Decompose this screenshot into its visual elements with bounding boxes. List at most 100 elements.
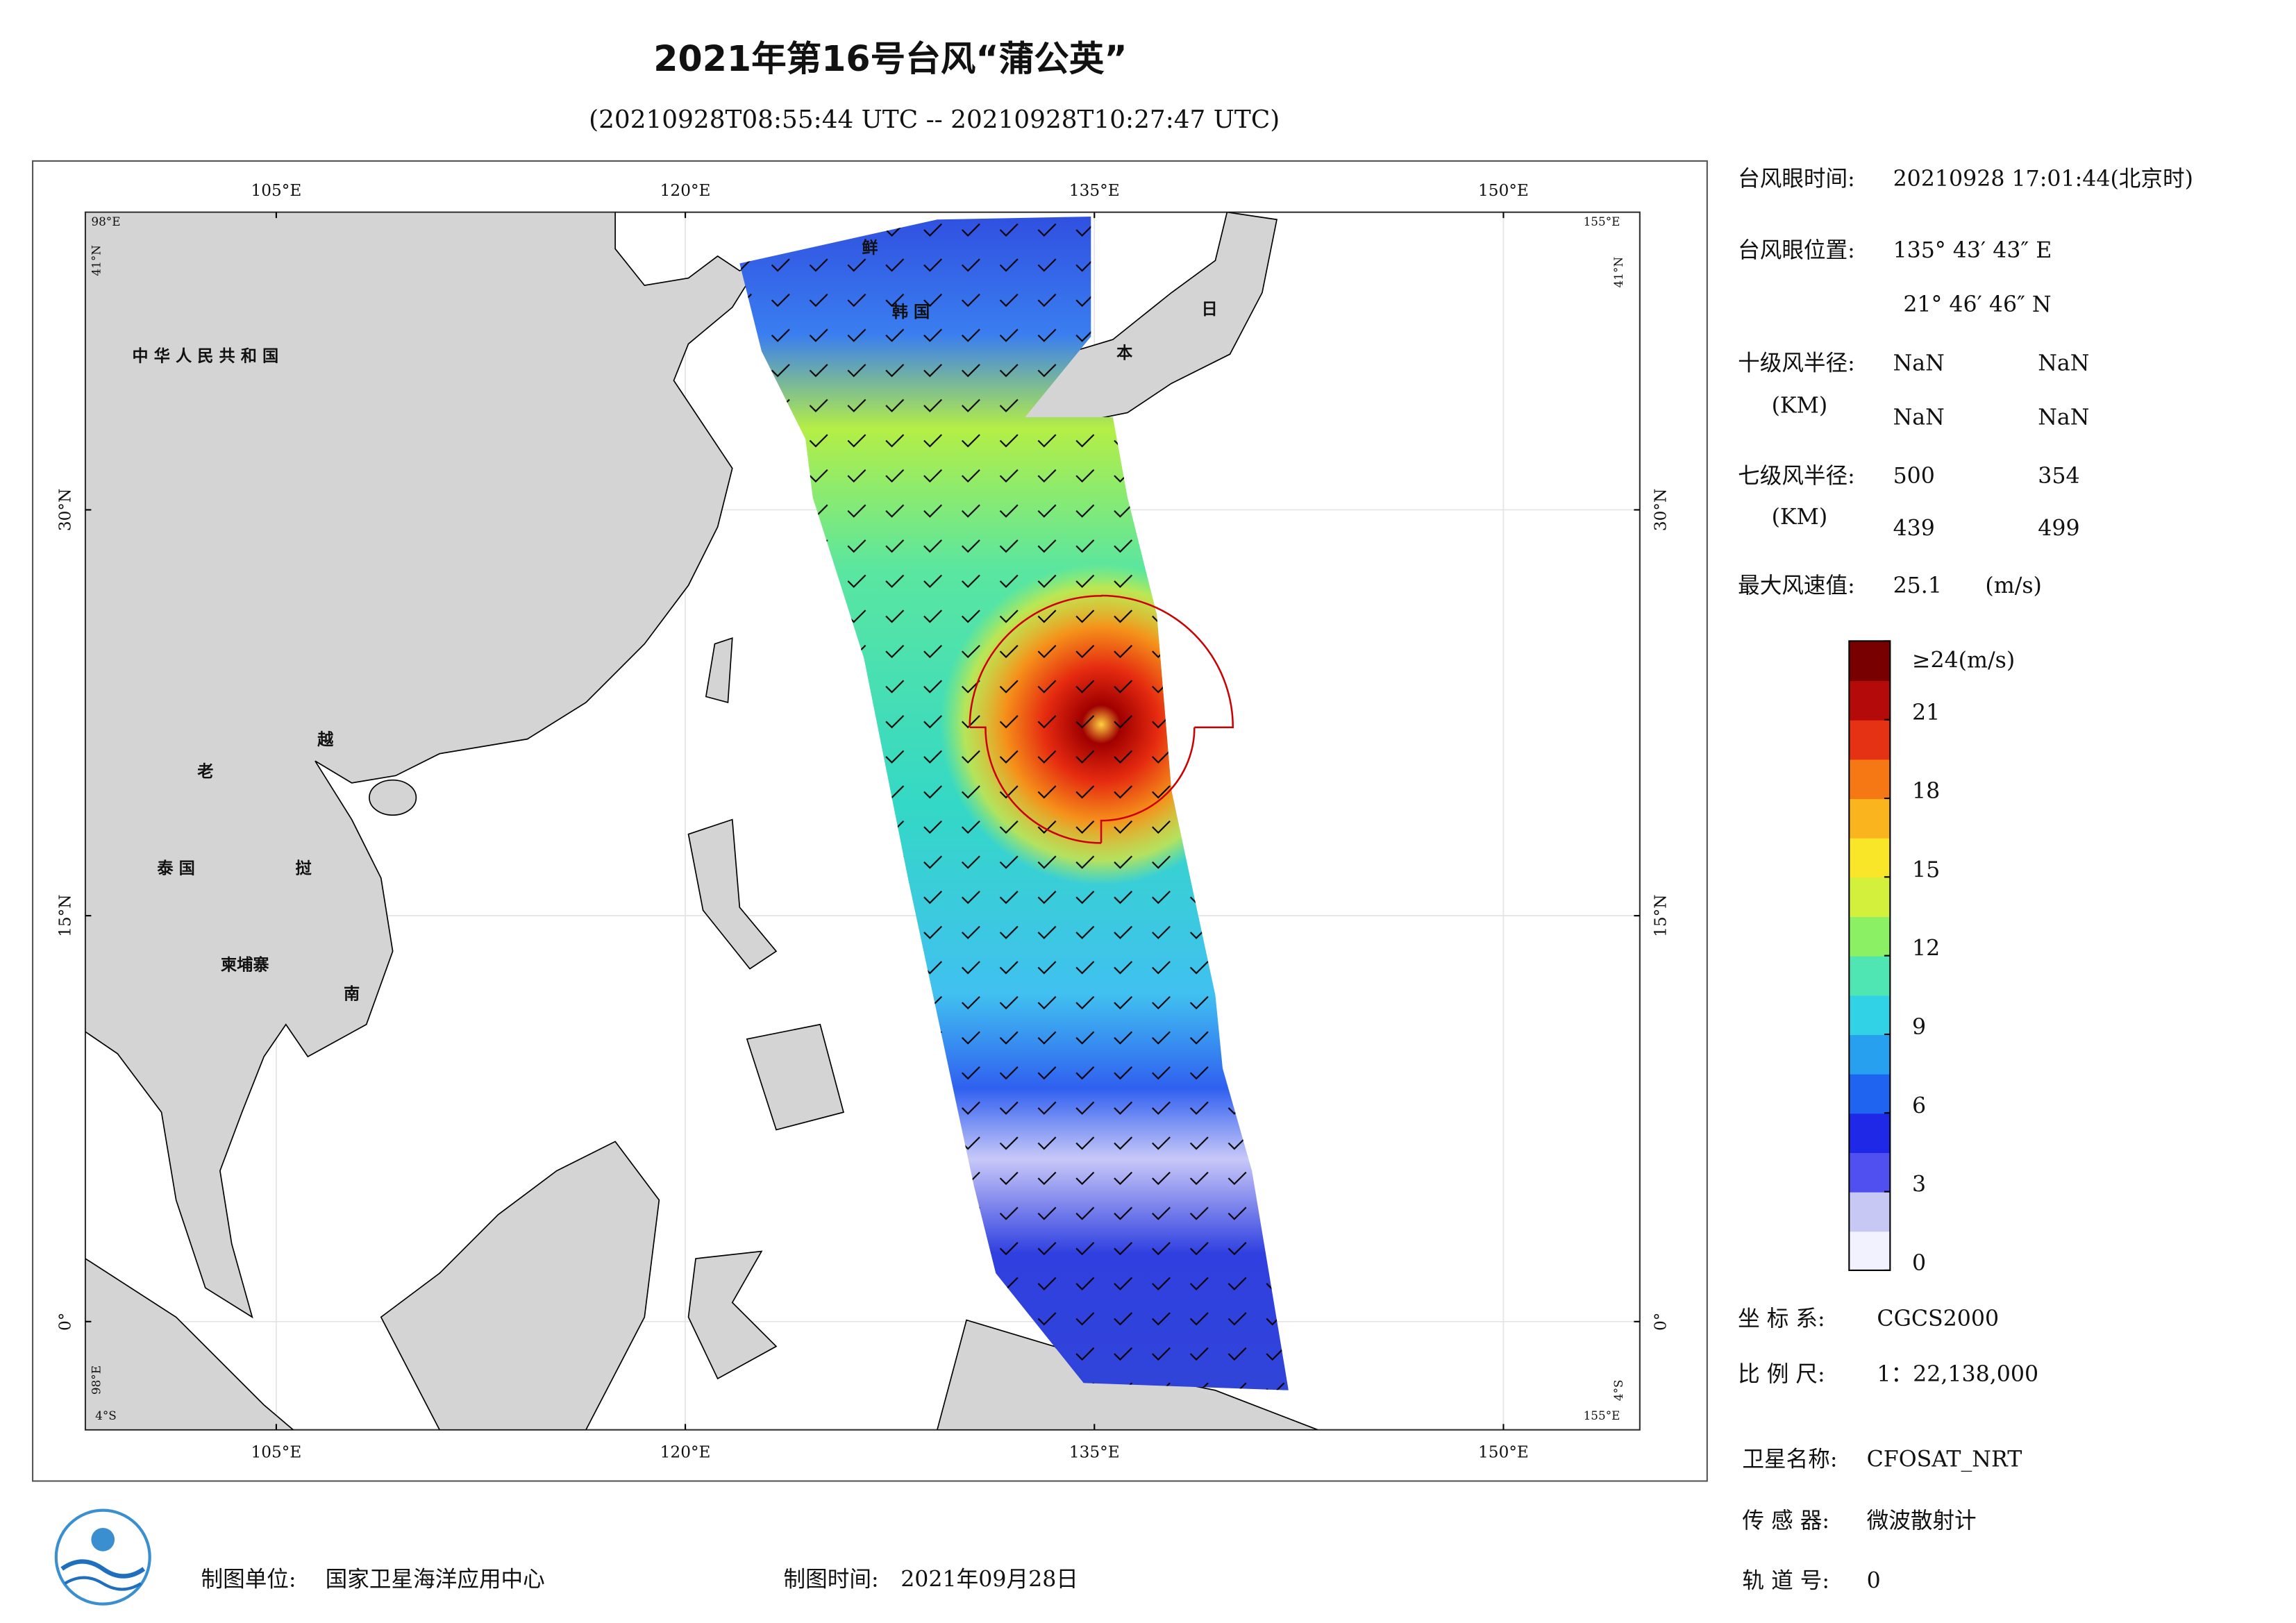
max-wind-text: 最大风速值: (1738, 573, 1855, 598)
colorbar-tick-label: 21 (1912, 700, 1940, 725)
y-tick-label: 30°N (1651, 489, 1670, 531)
color-bin (1849, 1191, 1891, 1232)
y-tick-label: 0° (1651, 1313, 1670, 1331)
y-tick-label: 30°N (56, 489, 75, 531)
corner-label: 155°E (1584, 215, 1620, 228)
color-bin (1849, 759, 1891, 800)
radius-7-text: 499 (2038, 516, 2079, 541)
subtitle: (20210928T08:55:44 UTC -- 20210928T10:27… (589, 106, 1280, 134)
colorbar-tick-label: 15 (1912, 857, 1940, 882)
color-bin (1849, 995, 1891, 1036)
max-wind-text: (m/s) (1985, 573, 2042, 598)
color-bin (1849, 1152, 1891, 1193)
eye-position-text: 21° 46′ 46″ N (1903, 292, 2051, 317)
color-bin (1849, 837, 1891, 878)
unit-label-text: 制图单位: (201, 1567, 296, 1592)
colorbar (1848, 640, 1891, 1271)
corner-label: 41°N (1611, 257, 1625, 288)
coord-system-text: 坐 标 系: (1738, 1306, 1825, 1331)
colorbar-tick-label: 9 (1912, 1015, 1926, 1040)
radius-10-text: NaN (1893, 351, 1945, 376)
radius-10-text: NaN (1893, 405, 1945, 430)
radius-10-text: NaN (2038, 405, 2089, 430)
wind-radius-quadrant (969, 726, 1102, 844)
colorbar-tick-label: 3 (1912, 1172, 1926, 1197)
y-tick-label: 15°N (56, 894, 75, 936)
color-bin (1849, 955, 1891, 996)
place-label: 日 (1201, 300, 1217, 319)
eye-time-text: 20210928 17:01:44(北京时) (1893, 167, 2193, 192)
satellite-text: 卫星名称: (1742, 1447, 1837, 1472)
radius-10-text: 十级风半径: (1738, 351, 1855, 376)
y-tick-label: 15°N (1651, 894, 1670, 936)
frame (31, 160, 1708, 1482)
sensor-text: 微波散射计 (1867, 1508, 1977, 1533)
radius-7-text: 439 (1893, 516, 1935, 541)
colorbar-tick-label: 0 (1912, 1251, 1926, 1276)
corner-label: 98°E (91, 215, 120, 228)
x-tick-label: 135°E (1069, 181, 1120, 200)
radius-7-text: 354 (2038, 464, 2079, 489)
wind-radius (969, 594, 1234, 844)
corner-label: 4°S (1611, 1379, 1625, 1401)
color-bin (1849, 1034, 1891, 1075)
radius-10-text: (KM) (1772, 394, 1828, 419)
land-luzon (687, 818, 778, 970)
colorbar-tick-label: ≥24(m/s) (1912, 648, 2015, 673)
place-label: 南 (344, 985, 360, 1004)
coord-system-text: CGCS2000 (1877, 1306, 1999, 1331)
place-label: 老 (196, 762, 213, 781)
wind-radius-quadrant (1100, 727, 1196, 843)
eye-time-text: 台风眼时间: (1738, 167, 1855, 192)
satellite-text: CFOSAT_NRT (1867, 1447, 2022, 1472)
max-wind-text: 25.1 (1893, 573, 1942, 598)
place-label: 中 华 人 民 共 和 国 (132, 346, 278, 365)
scale-text: 1：22,138,000 (1877, 1362, 2038, 1387)
color-bin (1849, 719, 1891, 760)
color-bin (1849, 798, 1891, 839)
x-tick-label: 105°E (251, 181, 302, 200)
colorbar-tick-label: 6 (1912, 1093, 1926, 1118)
land-taiwan (705, 637, 733, 704)
scale-text: 比 例 尺: (1738, 1362, 1825, 1387)
time-text: 2021年09月28日 (900, 1567, 1078, 1592)
color-bin (1849, 916, 1891, 957)
x-tick-label: 135°E (1069, 1443, 1120, 1461)
land-sulawesi (687, 1250, 778, 1380)
land-borneo (380, 1141, 660, 1430)
place-label: 韩 国 (892, 303, 930, 321)
color-bin (1849, 1073, 1891, 1114)
logo (54, 1508, 151, 1606)
unit-text: 国家卫星海洋应用中心 (326, 1567, 545, 1592)
land-hainan (369, 779, 417, 816)
place-label: 挝 (295, 859, 312, 877)
corner-label: 41°N (89, 245, 103, 276)
colorbar-tick-label: 12 (1912, 936, 1940, 961)
corner-label: 155°E (1584, 1408, 1620, 1422)
time-label-text: 制图时间: (784, 1567, 879, 1592)
color-bin (1849, 1231, 1891, 1271)
y-tick-label: 0° (56, 1313, 75, 1331)
corner-label: 98°E (89, 1365, 103, 1395)
eye-position-text: 台风眼位置: (1738, 238, 1855, 263)
radius-10-text: NaN (2038, 351, 2089, 376)
land-sumatra (85, 1258, 294, 1430)
orbit-text: 轨 道 号: (1742, 1568, 1829, 1593)
color-bin (1849, 680, 1891, 721)
x-tick-label: 150°E (1478, 181, 1529, 200)
sensor-text: 传 感 器: (1742, 1508, 1829, 1533)
x-tick-label: 120°E (660, 1443, 711, 1461)
place-label: 本 (1116, 344, 1133, 362)
place-label: 鲜 (862, 238, 878, 257)
color-bin (1849, 1113, 1891, 1154)
x-tick-label: 150°E (1478, 1443, 1529, 1461)
land-mindanao (746, 1023, 845, 1131)
corner-label: 4°S (95, 1408, 117, 1422)
orbit-text: 0 (1867, 1568, 1881, 1593)
title: 2021年第16号台风“蒲公英” (653, 38, 1127, 79)
place-label: 柬埔寨 (221, 955, 269, 974)
colorbar-tick-label: 18 (1912, 779, 1940, 804)
radius-7-text: 500 (1893, 464, 1935, 489)
